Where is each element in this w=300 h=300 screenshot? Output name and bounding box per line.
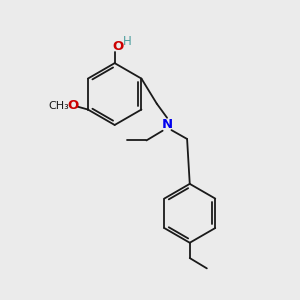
Text: H: H xyxy=(123,35,131,48)
Text: O: O xyxy=(112,40,124,53)
Text: N: N xyxy=(161,118,172,131)
Text: O: O xyxy=(67,99,78,112)
Text: CH₃: CH₃ xyxy=(48,101,69,111)
